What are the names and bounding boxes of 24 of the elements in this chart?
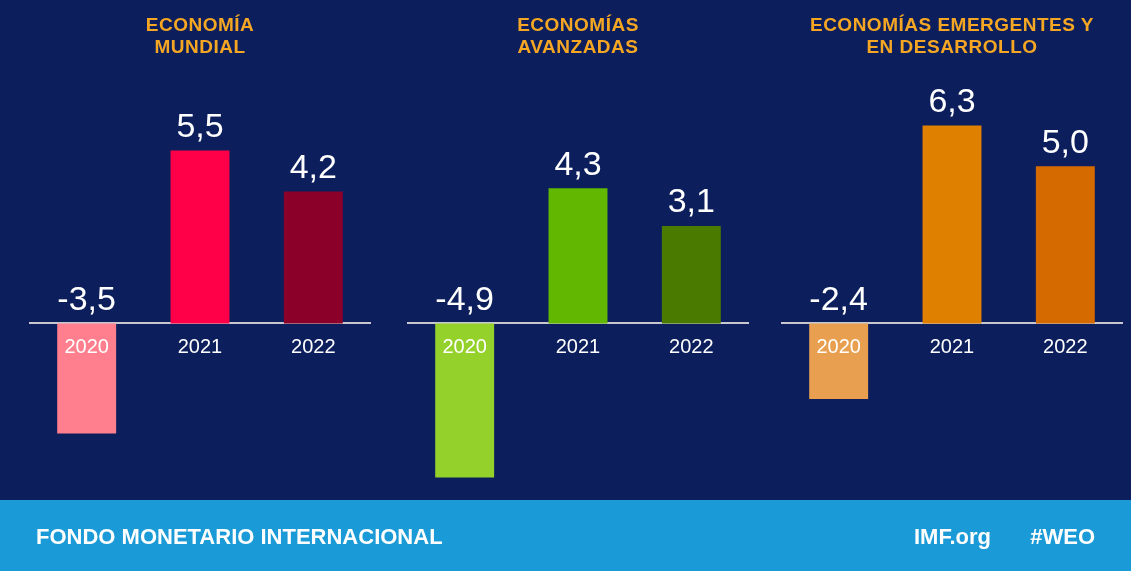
x-tick-label: 2022 <box>669 334 714 357</box>
x-tick-label: 2021 <box>555 334 601 357</box>
x-tick-label: 2022 <box>1043 334 1088 357</box>
data-label: -3,5 <box>57 278 116 317</box>
chart-title: ECONOMÍAS EMERGENTES Y EN DESARROLLO <box>808 14 1096 59</box>
data-label: 5,0 <box>1041 121 1089 160</box>
data-label: 5,5 <box>176 105 224 144</box>
x-tick-label: 2021 <box>929 334 975 357</box>
data-label: 3,1 <box>667 181 715 220</box>
x-tick-label: 2020 <box>64 334 109 357</box>
x-tick-label: 2020 <box>816 334 861 357</box>
data-label: 6,3 <box>928 80 976 119</box>
data-label: 4,2 <box>289 146 337 185</box>
chart-title: ECONOMÍA MUNDIAL <box>144 14 256 59</box>
data-label: 4,3 <box>554 143 602 182</box>
x-tick-label: 2020 <box>442 334 487 357</box>
text: FONDO MONETARIO INTERNACIONAL <box>36 524 443 550</box>
x-tick-label: 2022 <box>291 334 336 357</box>
x-tick-label: 2021 <box>177 334 223 357</box>
data-label: -4,9 <box>435 278 494 317</box>
text: IMF.org <box>914 524 991 550</box>
data-label: -2,4 <box>809 278 868 317</box>
chart-title: ECONOMÍAS AVANZADAS <box>516 14 640 59</box>
text: #WEO <box>1030 524 1095 550</box>
